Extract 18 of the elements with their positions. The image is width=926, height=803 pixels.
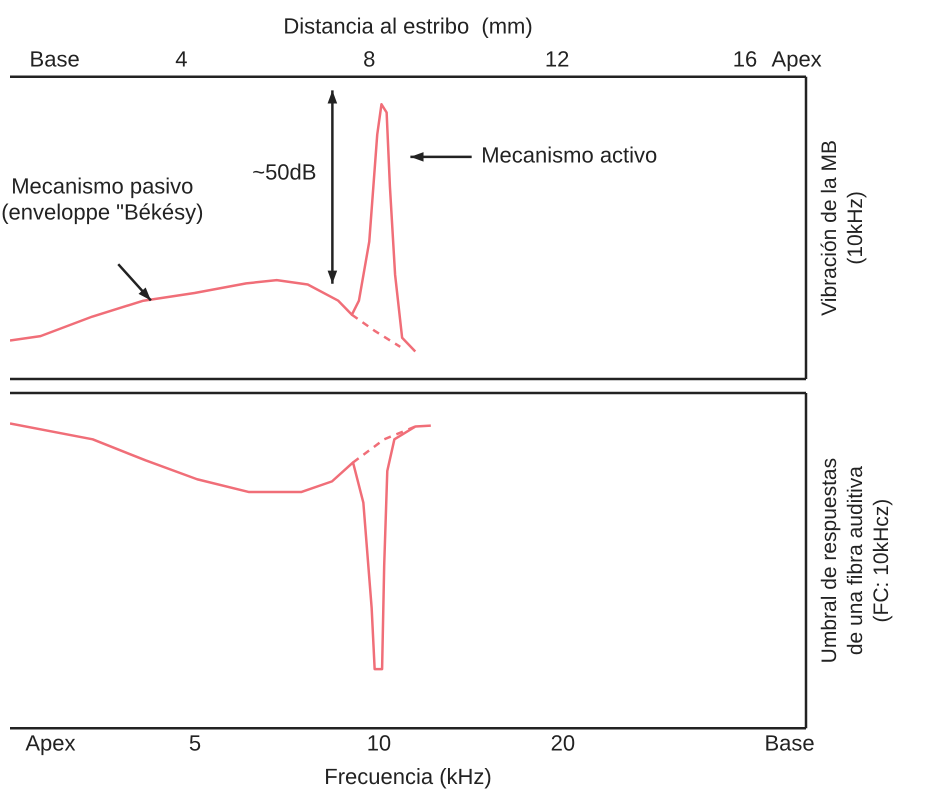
x-tick-label: 10: [366, 730, 392, 756]
x-tick-label: 5: [188, 730, 202, 756]
annotation: Mecanismo pasivo (enveloppe "Békésy): [1, 174, 204, 225]
x-tick-label: 16: [732, 46, 758, 72]
x-tick-label: 20: [550, 730, 576, 756]
x-axis-title: Distancia al estribo (mm): [283, 13, 533, 38]
y-axis-title: Umbral de respuestas de una fibra auditiva (FC: 10kHcz): [818, 458, 893, 664]
x-tick-label: Apex: [25, 730, 76, 756]
x-tick-label: Base: [30, 46, 80, 72]
x-tick-label: 8: [363, 46, 376, 72]
x-tick-label: 4: [175, 46, 188, 72]
x-tick-label: 12: [544, 46, 570, 72]
annotation: Mecanismo activo: [481, 142, 658, 168]
x-tick-label: Base: [764, 730, 815, 756]
annotation: ~50dB: [252, 159, 316, 184]
x-axis-title: Frecuencia (kHz): [324, 764, 492, 789]
x-tick-label: Apex: [772, 46, 822, 72]
y-axis-title: Vibración de la MB (10kHz): [818, 140, 867, 316]
